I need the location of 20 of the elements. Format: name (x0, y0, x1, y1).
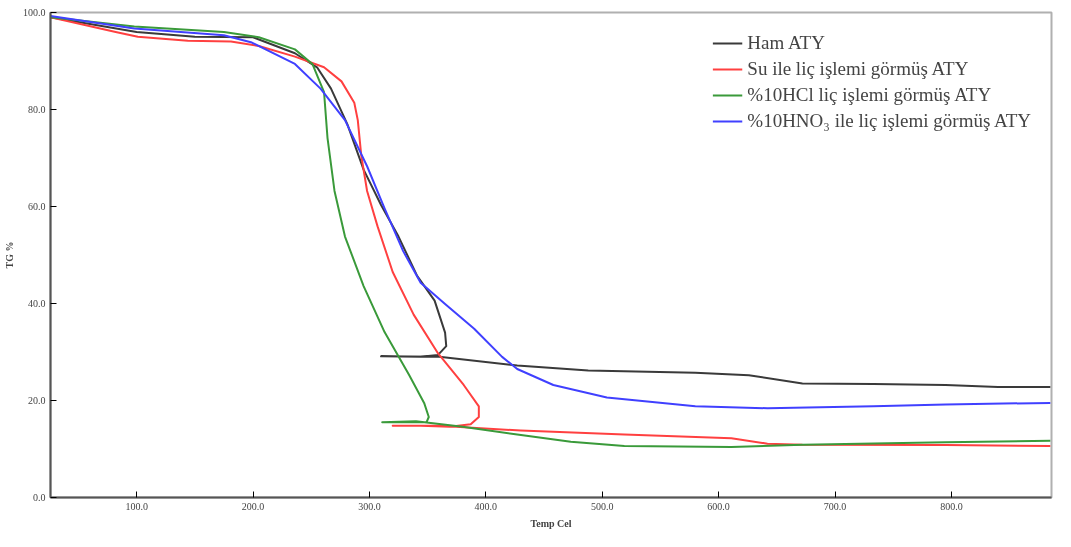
y-tick-label: 40.0 (28, 298, 46, 309)
legend-label: Ham ATY (747, 32, 825, 54)
x-tick-label: 400.0 (474, 500, 498, 512)
x-tick-label: 600.0 (707, 500, 730, 512)
x-tick-label: 200.0 (241, 500, 265, 512)
legend-label: %10HCl liç işlemi görmüş ATY (747, 84, 992, 106)
y-tick-label: 60.0 (28, 201, 46, 212)
legend-label: %10HNO₃ ile liç işlemi görmüş ATY (747, 110, 1031, 132)
x-tick-label: 500.0 (590, 500, 614, 512)
y-tick-label: 0.0 (33, 492, 46, 503)
x-tick-label: 300.0 (358, 500, 381, 512)
x-axis-title: Temp Cel (530, 517, 572, 529)
y-tick-label: 100.0 (23, 7, 46, 18)
legend-label: Su ile liç işlemi görmüş ATY (747, 58, 969, 80)
x-tick-label: 100.0 (125, 500, 148, 512)
y-axis-title: TG % (4, 241, 15, 269)
x-tick-label: 800.0 (940, 500, 963, 512)
y-tick-label: 20.0 (28, 395, 46, 406)
x-tick-label: 700.0 (823, 500, 847, 512)
y-tick-label: 80.0 (28, 104, 46, 115)
